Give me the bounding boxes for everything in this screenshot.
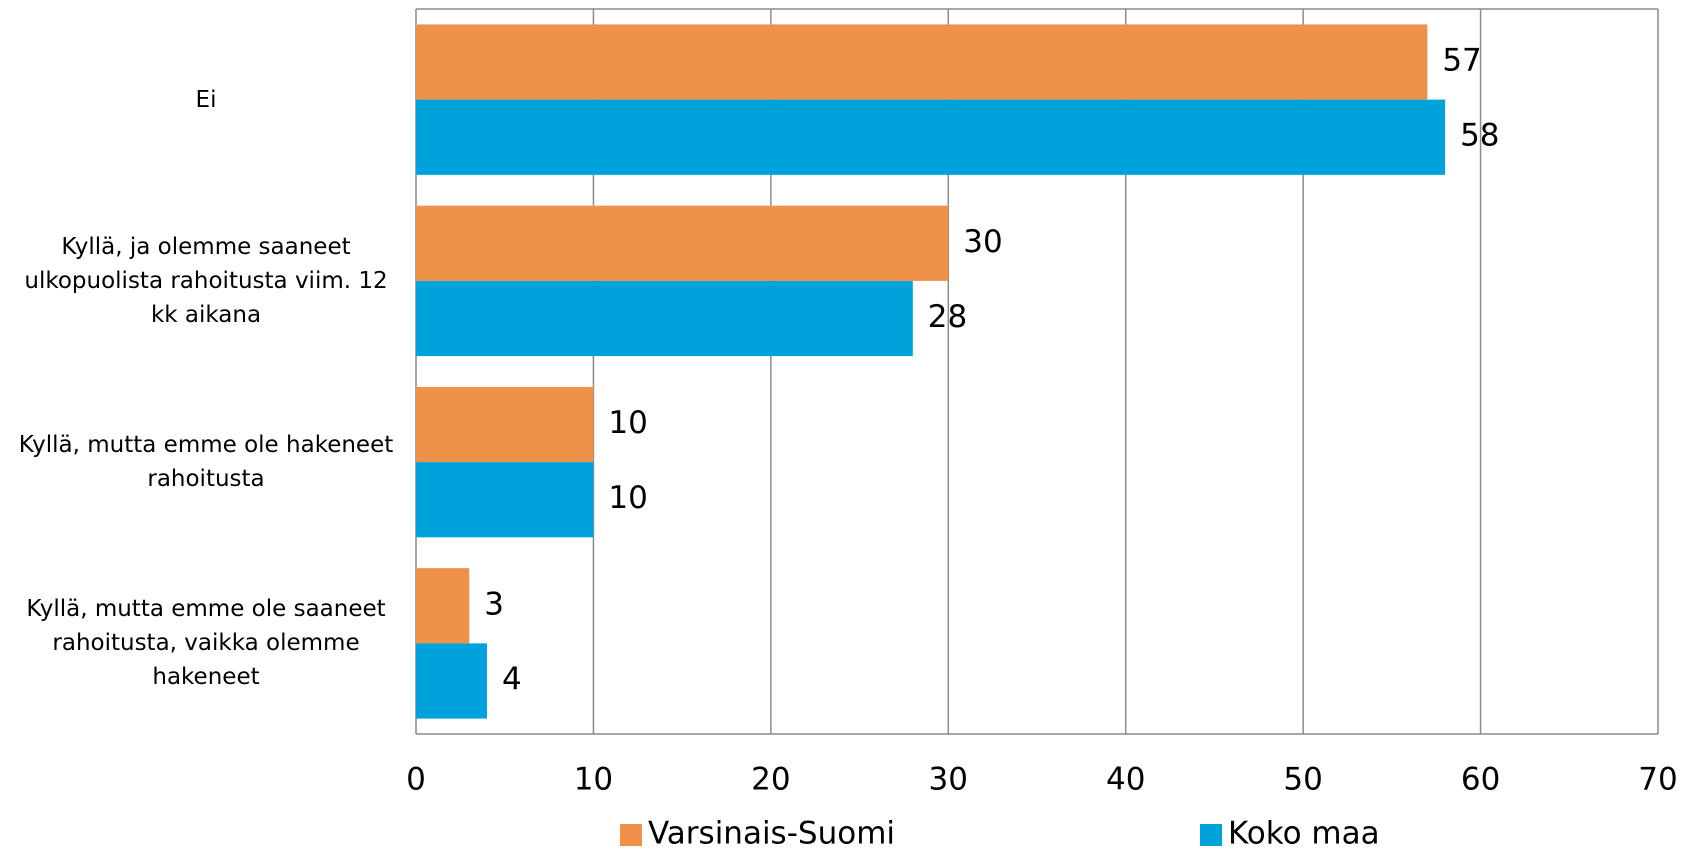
y-tick-label: Kyllä, ja olemme saaneet ulkopuolista ra… [24, 233, 388, 328]
data-label: 10 [608, 480, 647, 516]
data-label: 58 [1460, 118, 1499, 154]
bar [416, 24, 1428, 100]
x-tick-label: 50 [1283, 762, 1322, 798]
x-tick-label: 40 [1106, 762, 1145, 798]
bar [416, 643, 487, 719]
bar [416, 386, 594, 463]
x-tick-label: 70 [1638, 762, 1677, 798]
data-label: 10 [608, 405, 647, 441]
legend-label: Koko maa [1228, 816, 1380, 852]
data-label: 28 [928, 299, 967, 335]
legend-swatch [620, 824, 642, 846]
x-tick-label: 60 [1461, 762, 1500, 798]
y-tick-label: Ei [195, 86, 217, 113]
x-tick-label: 0 [406, 762, 426, 798]
data-label: 30 [963, 224, 1002, 260]
legend-swatch [1200, 824, 1222, 846]
bar [416, 99, 1446, 175]
bar [416, 568, 470, 644]
y-tick-label: Kyllä, mutta emme ole saaneet rahoitusta… [26, 596, 386, 691]
data-label: 4 [502, 661, 522, 697]
legend-label: Varsinais-Suomi [648, 816, 895, 852]
bar [416, 205, 949, 281]
bar [416, 462, 594, 538]
data-label: 3 [484, 586, 504, 622]
bar [416, 280, 913, 357]
data-label: 57 [1442, 43, 1481, 79]
x-tick-label: 10 [574, 762, 613, 798]
y-tick-label: Kyllä, mutta emme ole hakeneet rahoitust… [18, 432, 394, 493]
x-tick-label: 20 [751, 762, 790, 798]
x-tick-label: 30 [929, 762, 968, 798]
